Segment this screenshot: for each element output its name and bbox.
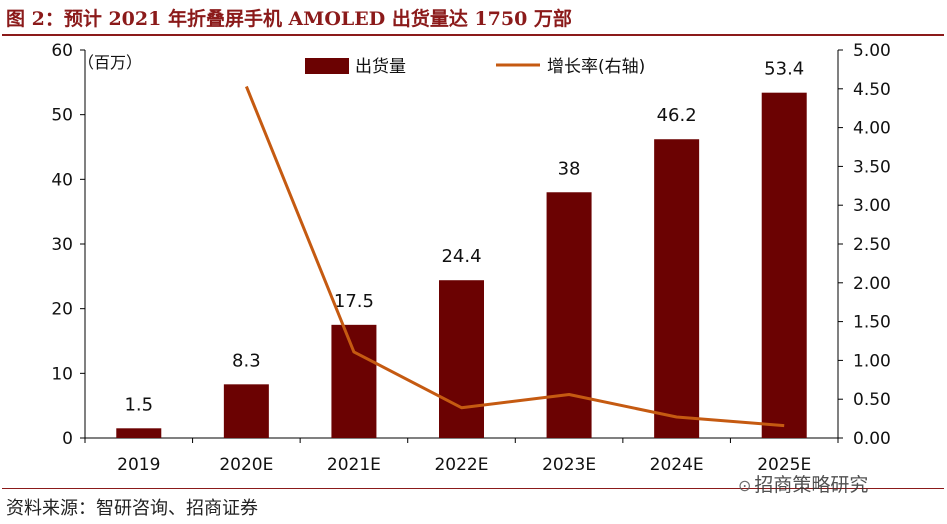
y-right-tick-label: 4.00 (853, 119, 891, 139)
y-left-tick-label: 20 (51, 300, 73, 320)
y-left-tick-label: 10 (51, 364, 73, 384)
x-tick-label: 2019 (117, 455, 160, 475)
watermark-text: 招商策略研究 (754, 474, 869, 496)
legend-bar-swatch (305, 58, 349, 74)
figure-title: 图 2：预计 2021 年折叠屏手机 AMOLED 出货量达 1750 万部 (6, 8, 572, 30)
y-right-tick-label: 2.00 (853, 274, 891, 294)
bar-2021E (331, 324, 377, 438)
source-rule (2, 488, 944, 489)
y-left-tick-label: 30 (51, 235, 73, 255)
bar-2020E (223, 384, 269, 438)
growth-rate-line (245, 85, 785, 428)
bar-value-label: 24.4 (441, 246, 481, 267)
bar-series (116, 92, 807, 439)
wechat-logo-icon: ⊙ (738, 476, 752, 495)
y-left-tick-label: 0 (62, 429, 73, 449)
legend-bar-label: 出货量 (355, 57, 406, 77)
bar-2025E (761, 92, 807, 439)
chart-legend: 出货量 增长率(右轴) (305, 57, 645, 77)
title-rule (2, 34, 944, 36)
y-left-tick-label: 50 (51, 106, 73, 126)
bar-2019 (116, 428, 162, 438)
y-right-tick-label: 3.00 (853, 196, 891, 216)
bar-2024E (654, 139, 700, 439)
x-tick-label: 2022E (434, 455, 488, 475)
y-right-tick-label: 3.50 (853, 157, 891, 177)
axes-group: 0 10 20 30 40 50 60 0.00 0.50 1.00 1.50 2.00 2.50 3.0… (51, 41, 891, 475)
bar-value-label: 1.5 (124, 394, 153, 415)
growth-line-series (245, 85, 785, 428)
bar-2022E (439, 280, 484, 438)
source-note: 资料来源：智研咨询、招商证券 (6, 498, 258, 519)
y-right-tick-label: 5.00 (853, 41, 891, 61)
y-right-tick-label: 1.00 (853, 351, 891, 371)
bar-2023E (546, 192, 592, 438)
x-tick-label: 2021E (327, 455, 381, 475)
bar-value-label: 8.3 (232, 350, 261, 371)
y-right-tick-label: 2.50 (853, 235, 891, 255)
y-left-tick-label: 60 (51, 41, 73, 61)
x-tick-label: 2025E (757, 455, 811, 475)
y-right-tick-label: 4.50 (853, 80, 891, 100)
y-right-tick-label: 1.50 (853, 313, 891, 333)
bar-value-label: 53.4 (764, 59, 804, 80)
y-axis-unit-label: （百万） (78, 53, 142, 72)
bar-value-label: 46.2 (657, 105, 697, 126)
bar-value-label: 17.5 (334, 291, 374, 312)
x-tick-label: 2023E (542, 455, 596, 475)
y-right-tick-label: 0.50 (853, 390, 891, 410)
watermark: ⊙ 招商策略研究 (738, 470, 868, 497)
x-tick-label: 2024E (650, 455, 704, 475)
y-left-tick-label: 40 (51, 170, 73, 190)
y-right-tick-label: 0.00 (853, 429, 891, 449)
x-tick-label: 2020E (219, 455, 273, 475)
bar-data-labels: 1.5 8.3 17.5 24.4 38 46.2 53.4 (124, 59, 804, 416)
legend-line-label: 增长率(右轴) (547, 57, 645, 77)
bar-value-label: 38 (558, 158, 581, 179)
